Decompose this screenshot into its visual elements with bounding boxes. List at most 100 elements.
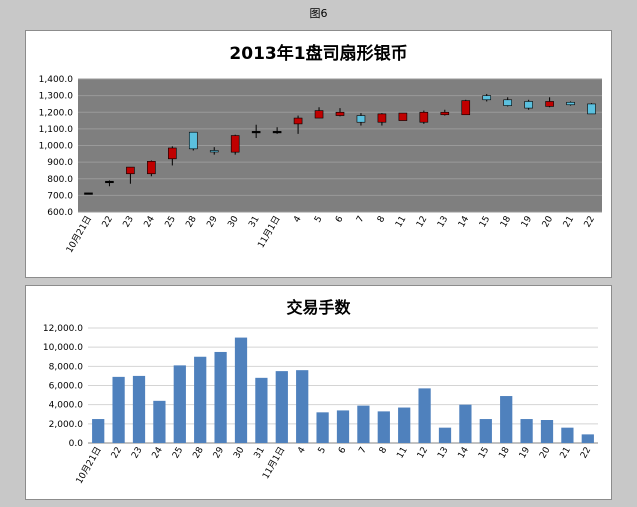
y-tick-label: 10,000.0: [43, 343, 83, 353]
volume-bar: [234, 337, 248, 443]
volume-bar-chart: 0.0 2,000.0 4,000.0 6,000.0 8,000.0 10,000.0 1…: [43, 324, 598, 486]
x-tick-label: 18: [499, 214, 514, 229]
candle-body: [356, 115, 366, 123]
volume-bar: [92, 419, 105, 443]
candle-body: [482, 95, 492, 101]
y-tick-label: 12,000.0: [43, 324, 83, 334]
volume-bar: [153, 400, 166, 443]
x-tick-label: 20: [541, 214, 556, 229]
x-tick-label: 4: [292, 214, 304, 224]
candle-body: [105, 180, 114, 184]
x-tick-label: 8: [378, 445, 390, 455]
candle-body: [84, 192, 93, 195]
volume-bar: [336, 410, 350, 443]
candle-body: [545, 101, 554, 107]
y-tick-label: 700.0: [47, 191, 73, 201]
x-tick-label: 29: [205, 214, 220, 229]
x-tick-label: 14: [457, 445, 472, 460]
x-tick-label: 30: [232, 445, 247, 460]
x-tick-label: 12: [415, 215, 429, 230]
x-tick-label: 5: [317, 446, 329, 456]
candle-body: [188, 131, 198, 150]
price-chart-panel: 2013年1盘司扇形银币 600.0 700.0 800.0 900.0 1,000.0…: [25, 30, 612, 278]
volume-bar: [500, 396, 513, 443]
candle-body: [524, 101, 533, 109]
volume-bar: [173, 365, 186, 443]
volume-bar: [296, 370, 309, 443]
volume-bar: [377, 411, 390, 443]
y-tick-label: 1,300.0: [39, 92, 74, 102]
x-tick-label: 13: [436, 446, 450, 461]
x-tick-label: 24: [151, 445, 166, 460]
y-tick-label: 2,000.0: [49, 420, 84, 430]
volume-bar: [357, 405, 370, 443]
volume-bar: [214, 351, 227, 443]
candle-body: [461, 100, 471, 116]
y-tick-label: 4,000.0: [49, 401, 84, 411]
price-chart-title: 2013年1盘司扇形银币: [229, 44, 408, 64]
x-tick-label: 23: [122, 215, 136, 230]
candle-body: [168, 147, 177, 160]
x-tick-label: 28: [191, 445, 206, 460]
candle-body: [293, 117, 303, 125]
figure-caption: 图6: [309, 7, 328, 20]
candle-body: [230, 135, 240, 153]
y-tick-label: 1,400.0: [39, 75, 74, 85]
x-tick-label: 15: [477, 446, 491, 461]
volume-bar: [520, 419, 533, 443]
x-tick-label: 21: [562, 215, 576, 230]
volume-bar: [275, 371, 288, 443]
volume-bar: [194, 356, 207, 443]
volume-bar: [581, 434, 594, 443]
volume-bar: [418, 388, 431, 443]
x-tick-label: 23: [130, 446, 144, 461]
x-tick-label: 6: [334, 214, 346, 224]
y-tick-label: 900.0: [47, 158, 73, 168]
x-tick-label: 25: [171, 446, 185, 461]
y-tick-label: 1,000.0: [39, 142, 74, 152]
candle-body: [335, 111, 345, 116]
x-tick-label: 31: [247, 215, 261, 230]
x-tick-label: 24: [143, 214, 158, 229]
candle-body: [503, 99, 512, 106]
x-tick-label: 11: [394, 215, 408, 230]
candle-body: [251, 131, 261, 134]
x-tick-label: 25: [164, 215, 178, 230]
candle-body: [566, 101, 575, 106]
y-tick-label: 8,000.0: [49, 362, 84, 372]
x-tick-label: 18: [497, 445, 512, 460]
volume-chart-panel: 交易手数 0.0 2,000.0 4,000.0 6,000.0 8,000.0 10,0…: [25, 285, 612, 500]
volume-bar: [540, 420, 554, 443]
x-tick-label: 29: [212, 445, 227, 460]
volume-chart-title: 交易手数: [286, 298, 351, 317]
volume-bar: [561, 427, 574, 443]
y-tick-label: 1,200.0: [39, 108, 74, 118]
x-tick-label: 19: [518, 445, 533, 460]
candle-body: [398, 112, 408, 121]
x-tick-label: 20: [538, 445, 553, 460]
candle-body: [587, 103, 596, 115]
x-tick-label: 22: [579, 446, 593, 461]
y-tick-label: 600.0: [47, 208, 73, 218]
price-candlestick-chart: 600.0 700.0 800.0 900.0 1,000.0 1,100.0 1,200.…: [39, 75, 602, 255]
x-tick-label: 22: [101, 215, 115, 230]
candle-body: [419, 111, 429, 123]
candle-body: [147, 160, 156, 175]
x-tick-label: 11: [395, 446, 409, 461]
x-tick-label: 10月21日: [74, 445, 104, 486]
x-tick-label: 19: [520, 214, 535, 229]
volume-bar: [398, 407, 411, 443]
volume-bar: [438, 427, 452, 443]
y-tick-label: 6,000.0: [49, 382, 84, 392]
x-tick-label: 7: [355, 215, 367, 225]
y-tick-label: 1,100.0: [39, 125, 74, 135]
x-tick-label: 30: [226, 214, 241, 229]
volume-bar: [316, 412, 329, 443]
x-tick-label: 22: [583, 215, 597, 230]
x-tick-label: 10月21日: [64, 214, 94, 255]
x-tick-label: 4: [296, 445, 308, 455]
x-tick-label: 15: [478, 215, 492, 230]
x-tick-label: 12: [416, 446, 430, 461]
candle-body: [377, 113, 387, 123]
x-tick-label: 31: [253, 446, 267, 461]
